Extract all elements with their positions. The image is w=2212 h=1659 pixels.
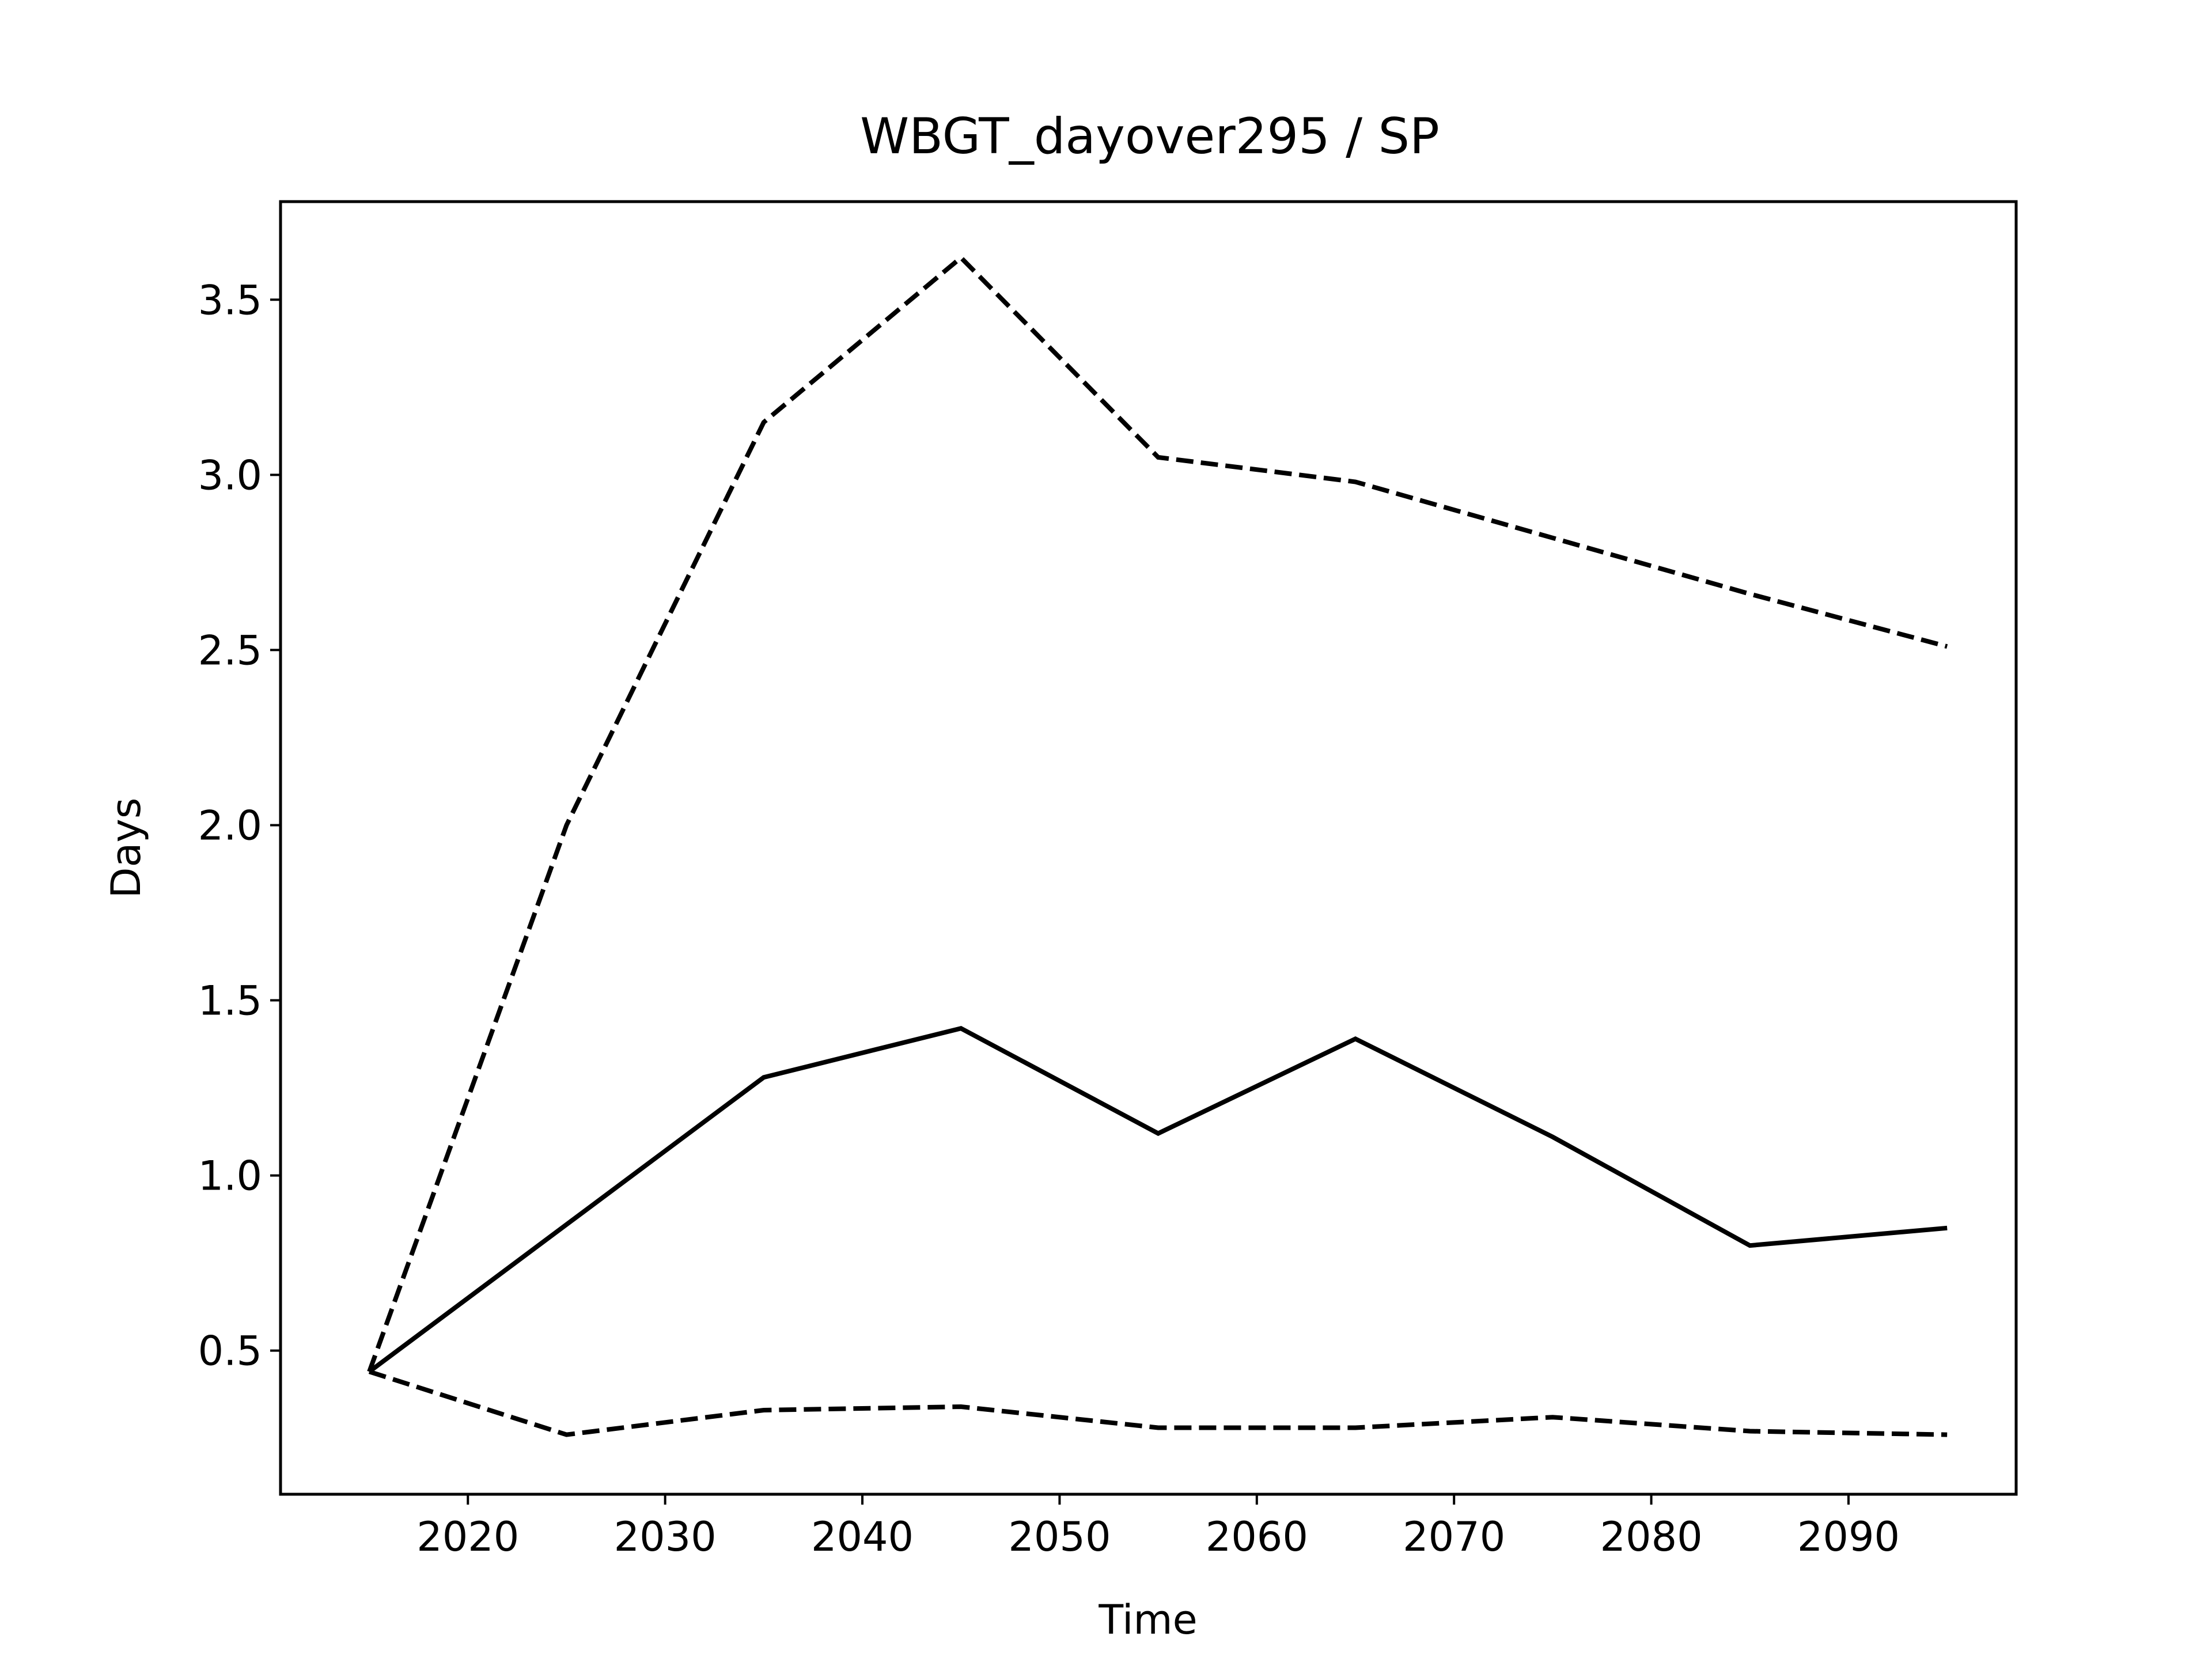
y-axis: 0.5 1.0 1.5 2.0 2.5 3.0 3.5: [198, 276, 281, 1375]
series-line-3-dashed: [368, 1369, 1948, 1437]
x-tick-label: 2020: [416, 1513, 519, 1560]
y-tick-label: 3.5: [198, 276, 262, 324]
x-tick-label: 2090: [1797, 1513, 1900, 1560]
y-tick-label: 3.0: [198, 452, 262, 499]
y-tick-label: 2.5: [198, 627, 262, 674]
series-layer: [367, 254, 1948, 1437]
plot-area-frame: [279, 200, 2018, 1496]
chart-title: WBGT_dayover295 / SP: [860, 108, 1440, 165]
x-tick-label: 2080: [1600, 1513, 1703, 1560]
x-tick-label: 2050: [1008, 1513, 1111, 1560]
y-tick-label: 2.0: [198, 802, 262, 849]
series-line-2-dashed: [367, 254, 1948, 1373]
series-line-1-solid: [368, 1025, 1948, 1374]
x-axis-label: Time: [1098, 1596, 1197, 1643]
y-axis-label: Days: [103, 798, 150, 899]
x-tick-label: 2040: [811, 1513, 914, 1560]
x-axis: 2020 2030 2040 2050 2060 2070 2080 2090: [416, 1494, 1900, 1560]
x-tick-label: 2070: [1403, 1513, 1505, 1560]
y-tick-label: 0.5: [198, 1328, 262, 1375]
x-tick-label: 2060: [1206, 1513, 1308, 1560]
y-tick-label: 1.0: [198, 1153, 262, 1200]
y-tick-label: 1.5: [198, 978, 262, 1025]
x-tick-label: 2030: [614, 1513, 717, 1560]
